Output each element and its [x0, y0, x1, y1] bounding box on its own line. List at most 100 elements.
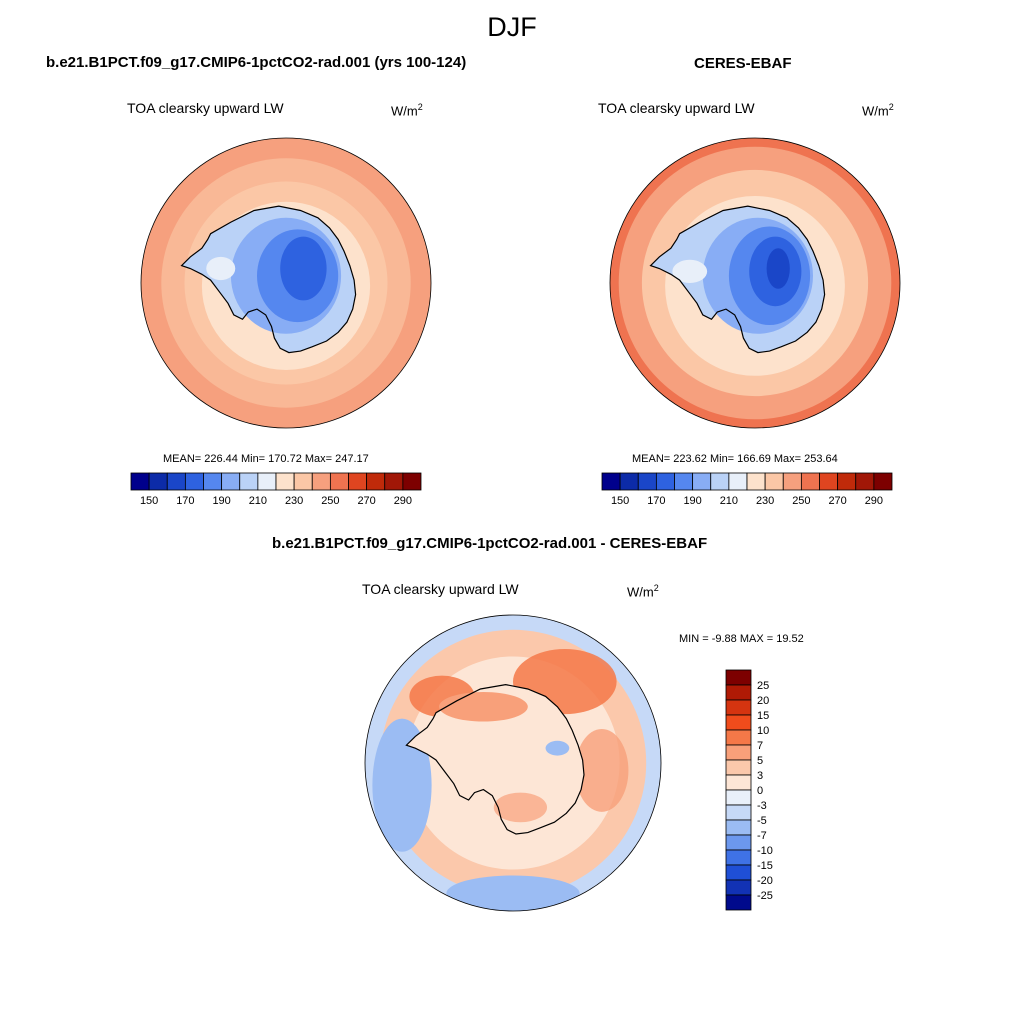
- diff-colorbar-box: [725, 789, 752, 806]
- model-colorbar-tick-label: 190: [212, 495, 230, 507]
- model-colorbar-box: [329, 472, 349, 491]
- diff-colorbar-tick-label: -15: [757, 860, 773, 872]
- diff-colorbar-tick-label: -10: [757, 845, 773, 857]
- model-colorbar-tick-label: 210: [249, 495, 267, 507]
- diff-colorbar-tick-label: -7: [757, 830, 767, 842]
- obs-colorbar-box: [692, 472, 712, 491]
- model-units-label: W/m2: [391, 102, 423, 119]
- diff-colorbar-tick-label: 25: [757, 680, 769, 692]
- model-polar-map: [140, 137, 432, 429]
- diff-colorbar-tick-label: -5: [757, 815, 767, 827]
- diff-units-label: W/m2: [627, 583, 659, 600]
- diff-variable-label: TOA clearsky upward LW: [362, 581, 519, 597]
- diff-colorbar-box: [725, 864, 752, 881]
- model-colorbar-box: [402, 472, 422, 491]
- diff-antarctica-fill: [406, 684, 584, 834]
- diff-colorbar-box: [725, 669, 752, 686]
- diff-colorbar-box: [725, 744, 752, 761]
- diff-colorbar-box: [725, 879, 752, 896]
- diff-colorbar-box: [725, 684, 752, 701]
- obs-colorbar-box: [710, 472, 730, 491]
- model-colorbar-box: [366, 472, 386, 491]
- obs-colorbar-tick-label: 290: [865, 495, 883, 507]
- diff-coastline: [405, 683, 585, 835]
- diff-colorbar-box: [725, 774, 752, 791]
- model-panel-title: b.e21.B1PCT.f09_g17.CMIP6-1pctCO2-rad.00…: [46, 54, 467, 71]
- model-colorbar-tick-label: 290: [394, 495, 412, 507]
- obs-field: [610, 138, 900, 428]
- diff-field-patch: [446, 875, 580, 911]
- obs-units-label: W/m2: [862, 102, 894, 119]
- model-stats: MEAN= 226.44 Min= 170.72 Max= 247.17: [163, 453, 369, 465]
- figure-title: DJF: [487, 12, 537, 42]
- diff-land-patch: [493, 792, 548, 823]
- obs-colorbar-box: [637, 472, 657, 491]
- diff-colorbar-tick-label: 3: [757, 770, 763, 782]
- model-colorbar-tick-label: 150: [140, 495, 158, 507]
- diff-colorbar-box: [725, 759, 752, 776]
- model-land-patch: [280, 236, 327, 301]
- obs-colorbar-tick-label: 270: [828, 495, 846, 507]
- model-colorbar-tick-label: 250: [321, 495, 339, 507]
- model-colorbar-box: [130, 472, 150, 491]
- diff-colorbar-tick-label: 0: [757, 785, 763, 797]
- diff-colorbar-box: [725, 714, 752, 731]
- obs-colorbar-box: [837, 472, 857, 491]
- model-colorbar-box: [148, 472, 168, 491]
- obs-land-patch: [672, 259, 708, 283]
- diff-map-border: [364, 614, 662, 912]
- obs-land-patch: [766, 248, 790, 289]
- diff-field-patch: [372, 718, 432, 852]
- obs-stats: MEAN= 223.62 Min= 166.69 Max= 253.64: [632, 453, 838, 465]
- model-map-border: [140, 137, 432, 429]
- diff-colorbar-box: [725, 894, 752, 911]
- obs-colorbar-box: [855, 472, 875, 491]
- obs-colorbar-tick-label: 170: [647, 495, 665, 507]
- obs-colorbar-box: [819, 472, 839, 491]
- diff-colorbar-tick-label: 7: [757, 740, 763, 752]
- obs-coastline: [649, 205, 826, 354]
- diff-colorbar-box: [725, 804, 752, 821]
- model-colorbar-box: [348, 472, 368, 491]
- diff-colorbar: 25 20 15 10 7 5 3 0 -3 -5 -7 -10 -15 -20 -25: [725, 669, 773, 911]
- model-colorbar: 150 170 190 210 230 250 270 290: [130, 472, 422, 507]
- diff-field-patch: [575, 728, 629, 812]
- diff-colorbar-box: [725, 729, 752, 746]
- model-colorbar-box: [203, 472, 223, 491]
- obs-panel-title: CERES-EBAF: [694, 55, 792, 72]
- diff-colorbar-box: [725, 819, 752, 836]
- model-colorbar-box: [166, 472, 186, 491]
- diff-stats: MIN = -9.88 MAX = 19.52: [679, 633, 804, 645]
- obs-colorbar-tick-label: 190: [683, 495, 701, 507]
- obs-colorbar: 150 170 190 210 230 250 270 290: [601, 472, 893, 507]
- model-colorbar-box: [293, 472, 313, 491]
- model-colorbar-box: [221, 472, 241, 491]
- obs-polar-map: [609, 137, 901, 429]
- obs-colorbar-tick-label: 210: [720, 495, 738, 507]
- diff-land-patch: [439, 691, 528, 722]
- obs-colorbar-box: [619, 472, 639, 491]
- obs-colorbar-box: [655, 472, 675, 491]
- diff-colorbar-box: [725, 699, 752, 716]
- model-colorbar-box: [384, 472, 404, 491]
- obs-colorbar-tick-label: 230: [756, 495, 774, 507]
- model-colorbar-box: [239, 472, 259, 491]
- model-colorbar-tick-label: 230: [285, 495, 303, 507]
- obs-colorbar-box: [764, 472, 784, 491]
- obs-colorbar-box: [601, 472, 621, 491]
- diff-colorbar-tick-label: 15: [757, 710, 769, 722]
- diff-polar-map: [364, 614, 662, 912]
- diff-colorbar-tick-label: 20: [757, 695, 769, 707]
- obs-variable-label: TOA clearsky upward LW: [598, 100, 755, 116]
- diff-colorbar-tick-label: -20: [757, 875, 773, 887]
- model-colorbar-box: [184, 472, 204, 491]
- model-land-patch: [206, 256, 236, 281]
- model-colorbar-tick-label: 170: [176, 495, 194, 507]
- diff-colorbar-box: [725, 834, 752, 851]
- model-coastline: [180, 205, 357, 354]
- diff-colorbar-tick-label: -25: [757, 890, 773, 902]
- obs-colorbar-box: [800, 472, 820, 491]
- model-colorbar-tick-label: 270: [357, 495, 375, 507]
- model-colorbar-box: [275, 472, 295, 491]
- diff-panel-title: b.e21.B1PCT.f09_g17.CMIP6-1pctCO2-rad.00…: [272, 535, 708, 552]
